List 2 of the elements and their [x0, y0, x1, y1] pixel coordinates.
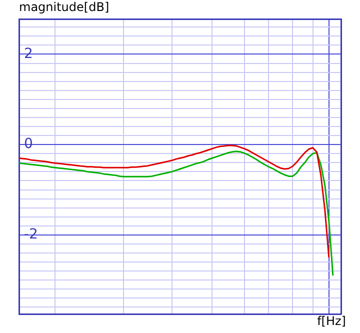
y-axis-title: magnitude[dB] [19, 0, 110, 14]
x-axis-title: f[Hz] [317, 314, 346, 328]
